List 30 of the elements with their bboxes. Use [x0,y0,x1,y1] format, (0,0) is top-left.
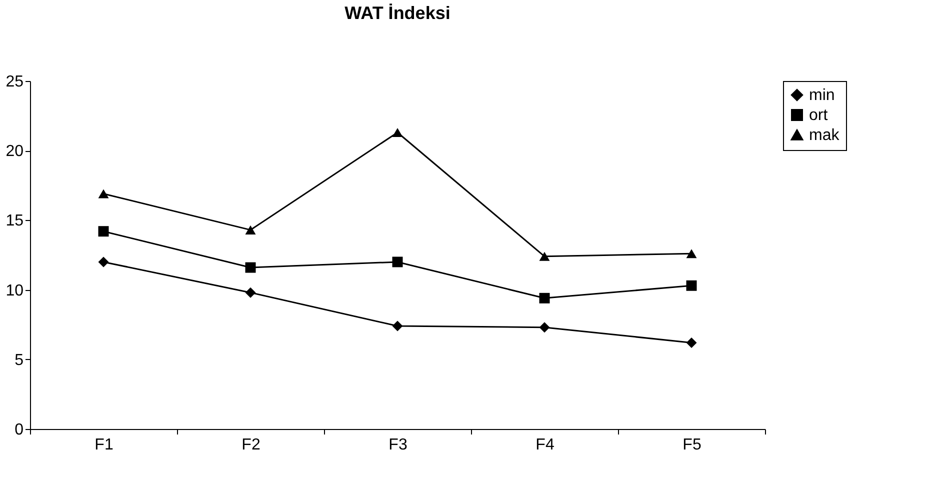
point [686,280,697,291]
point [539,292,550,304]
point [686,249,697,258]
point [245,287,256,298]
x-tick-label: F1 [94,436,114,454]
y-tick-label: 20 [6,143,24,160]
point [245,262,256,273]
y-tick-label: 0 [14,422,24,438]
y-tick-label: 25 [6,74,24,90]
point [392,256,403,268]
point [392,320,403,332]
y-tick-label: 15 [6,212,24,230]
point [98,226,109,237]
chart-title: WAT İndeksi [344,3,450,23]
x-tick-label: F2 [242,436,260,454]
legend-label: mak [809,127,840,144]
point [98,256,109,268]
x-tick-label: F5 [682,436,702,454]
x-tick-label: F3 [388,436,408,454]
y-tick-label: 10 [6,282,24,300]
y-tick-label: 5 [14,352,24,369]
point [686,337,697,348]
point [245,225,256,234]
point [539,322,550,333]
legend-label: ort [809,107,828,124]
point [392,128,403,138]
legend-label: min [809,87,835,104]
point [98,189,109,198]
x-tick-label: F4 [536,436,554,454]
point [539,252,550,261]
